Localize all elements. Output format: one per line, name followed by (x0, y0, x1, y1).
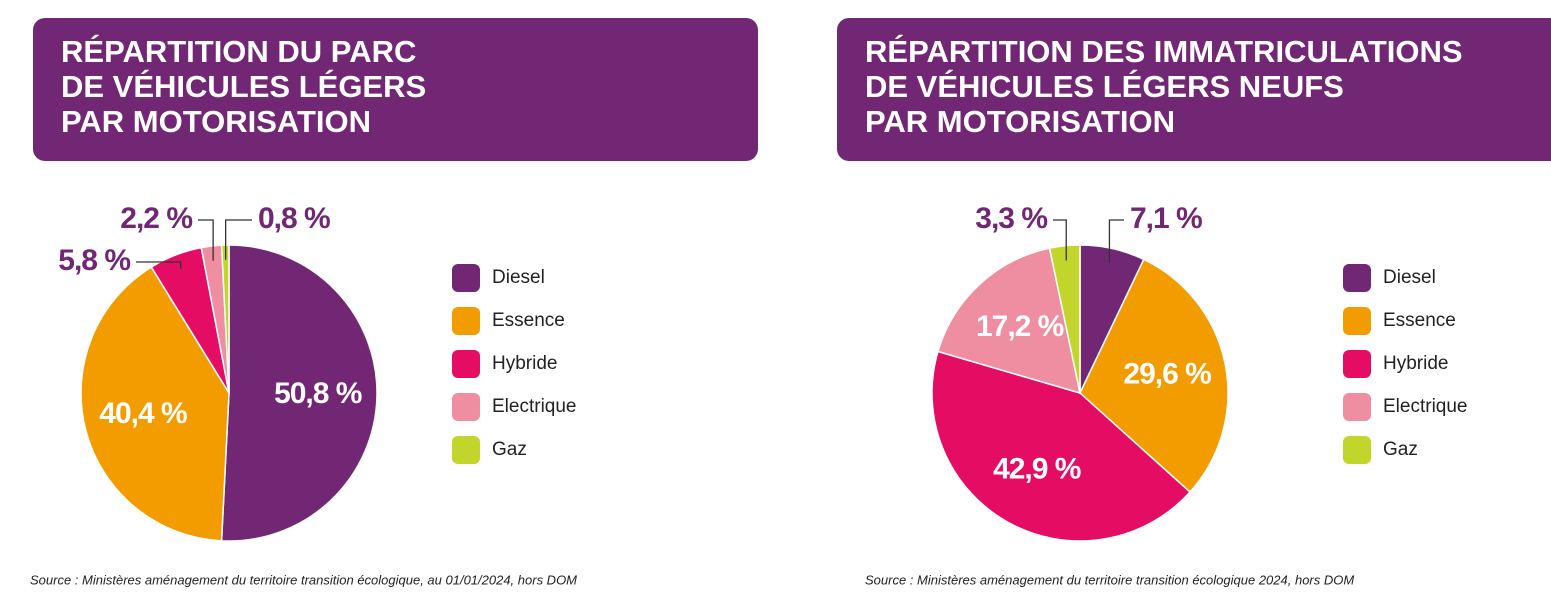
legend-swatch (452, 393, 480, 421)
source-note: Source : Ministères aménagement du terri… (30, 572, 577, 587)
leader-line (225, 219, 252, 260)
legend-swatch (452, 307, 480, 335)
pie-slice (1079, 258, 1229, 494)
legend-label: Hybride (1383, 353, 1448, 374)
legend-label: Diesel (1383, 267, 1436, 288)
pie-slice (931, 350, 1192, 542)
legend-swatch (452, 350, 480, 378)
data-label: 3,3 % (975, 202, 1047, 235)
data-label: 42,9 % (993, 452, 1081, 485)
chart-title: DE VÉHICULES LÉGERS (61, 69, 426, 104)
legend-swatch (452, 264, 480, 292)
leader-line (1053, 219, 1067, 261)
data-label: 0,8 % (258, 202, 330, 235)
header (33, 18, 758, 161)
legend-label: Diesel (492, 267, 545, 288)
data-label: 40,4 % (99, 397, 187, 430)
chart-title: RÉPARTITION DES IMMATRICULATIONS (865, 34, 1463, 69)
legend-label: Essence (1383, 310, 1456, 331)
header (837, 18, 1551, 161)
legend-label: Electrique (492, 396, 577, 417)
pie-slice (936, 247, 1081, 395)
chart-title: DE VÉHICULES LÉGERS NEUFS (865, 69, 1344, 104)
chart-title: PAR MOTORISATION (61, 104, 371, 139)
legend-label: Gaz (492, 439, 527, 460)
legend-swatch (1343, 393, 1371, 421)
legend-swatch (452, 436, 480, 464)
leader-line (198, 219, 214, 261)
data-label: 50,8 % (274, 377, 362, 410)
legend-label: Hybride (492, 353, 557, 374)
leader-line (1108, 219, 1124, 264)
legend-label: Essence (492, 310, 565, 331)
pie-slice (80, 266, 230, 542)
pie-slice (1048, 244, 1081, 394)
data-label: 17,2 % (976, 310, 1064, 343)
source-note: Source : Ministères aménagement du terri… (865, 572, 1354, 587)
leader-line (136, 261, 182, 269)
legend-swatch (1343, 350, 1371, 378)
pie-slice (220, 244, 378, 542)
data-label: 2,2 % (120, 202, 192, 235)
data-label: 29,6 % (1123, 358, 1211, 391)
data-label: 5,8 % (58, 244, 130, 277)
legend-label: Electrique (1383, 396, 1468, 417)
data-label: 7,1 % (1130, 202, 1202, 235)
legend-swatch (1343, 436, 1371, 464)
legend-swatch (1343, 307, 1371, 335)
chart-title: RÉPARTITION DU PARC (61, 34, 416, 69)
legend-swatch (1343, 264, 1371, 292)
chart-title: PAR MOTORISATION (865, 104, 1175, 139)
legend-label: Gaz (1383, 439, 1418, 460)
